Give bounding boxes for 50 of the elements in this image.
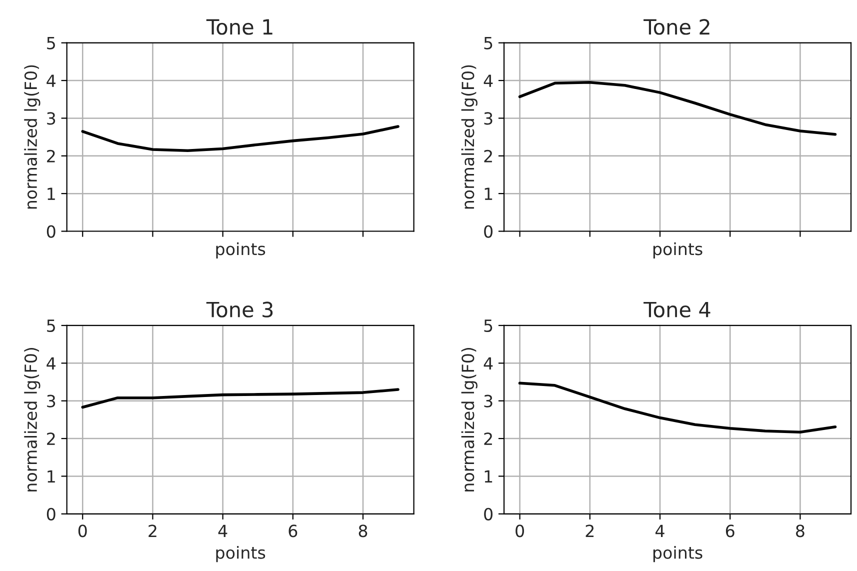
x-tick-label: 2 bbox=[148, 524, 156, 537]
y-tick-label: 3 bbox=[47, 112, 56, 125]
y-tick-label: 4 bbox=[46, 357, 56, 370]
x-tick-label: 6 bbox=[288, 524, 298, 538]
x-tick-label: 0 bbox=[516, 524, 524, 538]
y-tick-label: 3 bbox=[484, 394, 492, 408]
chart-title: Tone 2 bbox=[644, 19, 710, 35]
x-tick-label: 4 bbox=[656, 524, 664, 537]
y-tick-label: 4 bbox=[484, 74, 493, 87]
x-axis-title: points bbox=[216, 546, 266, 562]
x-tick-label: 4 bbox=[218, 524, 228, 537]
x-tick-label: 2 bbox=[586, 524, 594, 537]
y-tick-label: 2 bbox=[47, 150, 55, 162]
x-axis-title: points bbox=[653, 546, 702, 562]
line-series bbox=[81, 388, 400, 409]
line-series bbox=[518, 382, 837, 434]
y-axis-title: normalized lg(F0) bbox=[24, 348, 40, 492]
x-tick-label: 8 bbox=[796, 524, 804, 538]
y-tick-label: 4 bbox=[46, 74, 56, 87]
line-series bbox=[81, 125, 400, 152]
y-tick-label: 5 bbox=[47, 37, 55, 50]
y-tick-label: 1 bbox=[48, 470, 55, 483]
x-tick-label: 6 bbox=[726, 524, 734, 538]
y-axis-title: normalized lg(F0) bbox=[24, 65, 40, 209]
x-tick-label: 0 bbox=[78, 524, 87, 538]
y-tick-label: 5 bbox=[47, 320, 55, 332]
chart-title: Tone 1 bbox=[206, 19, 272, 35]
y-tick-label: 5 bbox=[484, 37, 492, 50]
line-series bbox=[518, 81, 837, 136]
y-tick-label: 0 bbox=[484, 508, 493, 520]
y-tick-label: 1 bbox=[48, 188, 55, 200]
y-tick-label: 1 bbox=[484, 188, 492, 200]
y-axis-title: normalized lg(F0) bbox=[461, 65, 478, 209]
y-tick-label: 4 bbox=[484, 357, 493, 370]
y-tick-label: 2 bbox=[484, 432, 492, 445]
y-axis-title: normalized lg(F0) bbox=[461, 348, 478, 492]
x-axis-title: points bbox=[216, 242, 266, 258]
y-tick-label: 1 bbox=[484, 470, 492, 483]
x-axis-title: points bbox=[653, 242, 702, 258]
y-tick-label: 2 bbox=[484, 150, 492, 162]
y-tick-label: 0 bbox=[46, 508, 56, 520]
y-tick-label: 0 bbox=[46, 225, 56, 238]
y-tick-label: 3 bbox=[484, 112, 492, 125]
y-tick-label: 3 bbox=[47, 394, 56, 408]
chart-title: Tone 4 bbox=[644, 302, 710, 318]
y-tick-label: 5 bbox=[484, 320, 492, 332]
chart-title: Tone 3 bbox=[206, 302, 273, 318]
y-tick-label: 0 bbox=[484, 225, 493, 238]
x-tick-label: 8 bbox=[358, 524, 368, 538]
y-tick-label: 2 bbox=[47, 432, 55, 445]
